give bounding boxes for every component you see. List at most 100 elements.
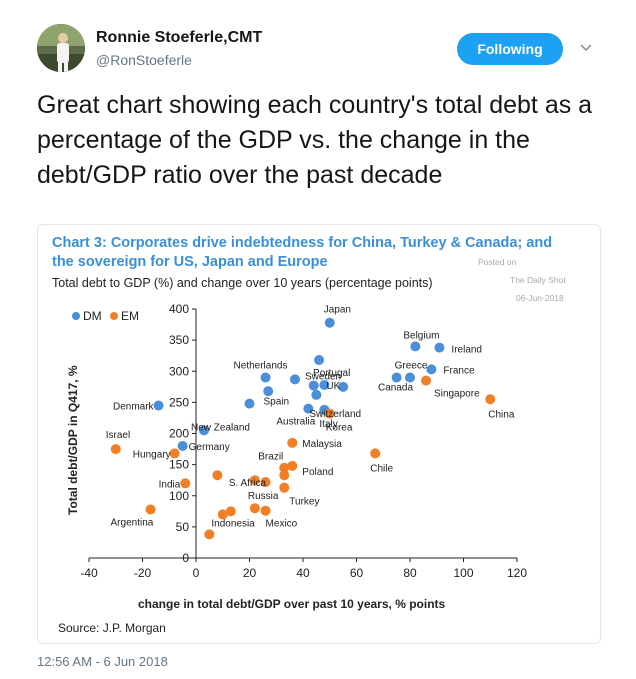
point-em-19 [217,509,228,520]
x-tick-label: -40 [80,566,98,580]
point-label-sweden: Sweden [305,371,341,382]
point-label-denmark: Denmark [113,401,155,412]
chart-title-line1: Chart 3: Corporates drive indebtedness f… [52,235,552,251]
point-uk [319,379,330,390]
point-australia [303,403,314,414]
y-tick-label: 300 [169,364,189,378]
point-argentina [145,504,156,515]
chart-title-line2: the sovereign for US, Japan and Europe [52,254,328,270]
y-tick-label: 250 [169,395,189,409]
point-label-mexico: Mexico [266,519,298,530]
following-button[interactable]: Following [457,33,563,65]
point-label-malaysia: Malaysia [302,439,342,450]
point-label-japan: Japan [324,305,351,316]
legend-label-em: EM [121,309,139,323]
y-tick-label: 400 [169,302,189,316]
point-france [426,364,437,375]
point-belgium [410,341,421,352]
point-label-australia: Australia [276,417,315,428]
chart-source: Source: J.P. Morgan [58,621,166,635]
point-label-netherlands: Netherlands [234,360,288,371]
point-label-new-zealand: New Zealand [191,422,250,433]
point-hungary [169,448,180,459]
tweet-text: Great chart showing each country's total… [37,91,593,189]
point-china [485,394,496,405]
chart-subtitle: Total debt to GDP (%) and change over 10… [52,276,433,290]
x-tick-label: 60 [350,566,364,580]
point-label-spain: Spain [264,397,290,408]
point-em-9 [279,470,290,481]
point-em-15 [225,506,236,517]
avatar-photo [37,24,85,72]
point-label-korea: Korea [326,423,353,434]
point-label-hungary: Hungary [133,449,171,460]
watermark-line3: 06-Jun-2018 [516,293,564,303]
scatter-chart: Chart 3: Corporates drive indebtedness f… [52,235,566,635]
point-turkey [279,482,290,493]
x-tick-label: -20 [134,566,152,580]
y-axis-label: Total debt/GDP in Q417, % [66,365,80,515]
point-chile [370,448,381,459]
point-label-india: India [159,479,181,490]
point-malaysia [287,437,298,448]
point-russia [249,503,260,514]
point-denmark [153,400,164,411]
point-label-france: France [443,365,475,376]
point-switzerland [311,389,322,400]
legend-marker-dm [72,312,80,320]
point-label-poland: Poland [302,467,333,478]
legend-label-dm: DM [83,309,102,323]
point-label-germany: Germany [189,442,230,453]
point-brazil [279,462,290,473]
point-canada [405,372,415,383]
author-avatar[interactable] [37,24,85,72]
chart-point-labels: Japan Belgium Ireland Portugal Netherlands Sw… [106,305,515,530]
tweet-timestamp[interactable]: 12:56 AM - 6 Jun 2018 [37,654,168,669]
point-israel [110,444,121,455]
point-label-greece: Greece [395,360,428,371]
point-label-italy: Italy [319,419,337,430]
x-tick-label: 100 [453,566,473,580]
watermark-line1: Posted on [478,257,517,267]
y-tick-label: 200 [169,427,189,441]
point-s-africa [249,475,260,486]
point-ireland [434,342,445,353]
point-indonesia [204,529,215,540]
legend-marker-em [110,312,118,320]
point-poland [287,460,298,471]
chevron-down-icon[interactable] [578,40,594,56]
point-label-singapore: Singapore [434,389,480,400]
x-tick-label: 80 [403,566,417,580]
x-tick-label: 40 [296,566,310,580]
y-tick-label: 100 [169,489,189,503]
point-label-indonesia: Indonesia [211,518,255,529]
x-tick-label: 0 [193,566,200,580]
point-label-uk: UK [326,381,340,392]
point-label-s-africa: S. Africa [229,478,267,489]
point-mexico [260,505,271,516]
chart-axes: 0 50 100 150 200 250 300 350 400 -40 -20 0 20 40 60 80 1… [80,302,527,580]
author-name[interactable]: Ronnie Stoeferle,CMT [96,29,263,46]
point-label-canada: Canada [378,382,413,393]
point-dm-10 [338,381,349,392]
x-tick-label: 120 [507,566,527,580]
tweet-media-chart[interactable]: Chart 3: Corporates drive indebtedness f… [37,224,601,644]
point-netherlands [260,372,271,383]
point-label-chile: Chile [370,463,393,474]
y-tick-label: 350 [169,333,189,347]
point-sweden [289,374,300,385]
point-label-argentina: Argentina [111,517,154,528]
point-germany [177,440,188,451]
point-label-israel: Israel [106,430,130,441]
point-label-ireland: Ireland [451,345,482,356]
point-label-china: China [488,409,515,420]
point-label-switzerland: Switzerland [309,409,361,420]
point-india [180,478,191,489]
y-tick-label: 50 [176,520,190,534]
x-tick-label: 20 [243,566,257,580]
author-handle[interactable]: @RonStoeferle [96,52,192,68]
y-tick-label: 0 [182,551,189,565]
point-dm-11 [263,386,274,397]
chart-legend: DM EM [72,309,139,323]
point-singapore [421,375,432,386]
